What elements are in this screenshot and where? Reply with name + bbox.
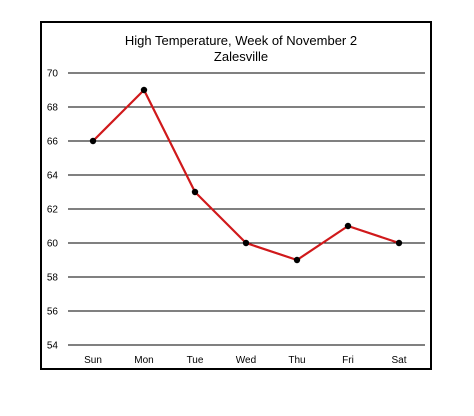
x-tick-label: Fri	[342, 355, 354, 366]
y-tick-label: 64	[47, 171, 59, 182]
x-tick-label: Wed	[236, 355, 256, 366]
data-point	[140, 86, 148, 94]
data-point	[89, 137, 97, 145]
x-tick-label: Thu	[288, 355, 305, 366]
data-point	[395, 239, 403, 247]
x-tick-label: Sat	[391, 355, 406, 366]
x-tick-label: Sun	[84, 355, 102, 366]
y-tick-label: 56	[47, 307, 59, 318]
y-tick-label: 68	[47, 103, 59, 114]
y-tick-label: 54	[47, 341, 59, 352]
y-tick-label: 62	[47, 205, 59, 216]
y-tick-label: 58	[47, 273, 59, 284]
data-point	[191, 188, 199, 196]
chart-subtitle: Zalesville	[214, 49, 268, 64]
data-point	[293, 256, 301, 264]
chart-frame	[40, 21, 432, 370]
data-point	[344, 222, 352, 230]
y-tick-label: 70	[47, 69, 59, 80]
x-tick-label: Tue	[187, 355, 204, 366]
y-tick-label: 66	[47, 137, 59, 148]
data-point	[242, 239, 250, 247]
chart-title: High Temperature, Week of November 2	[125, 33, 357, 48]
x-tick-label: Mon	[134, 355, 153, 366]
y-tick-label: 60	[47, 239, 59, 250]
